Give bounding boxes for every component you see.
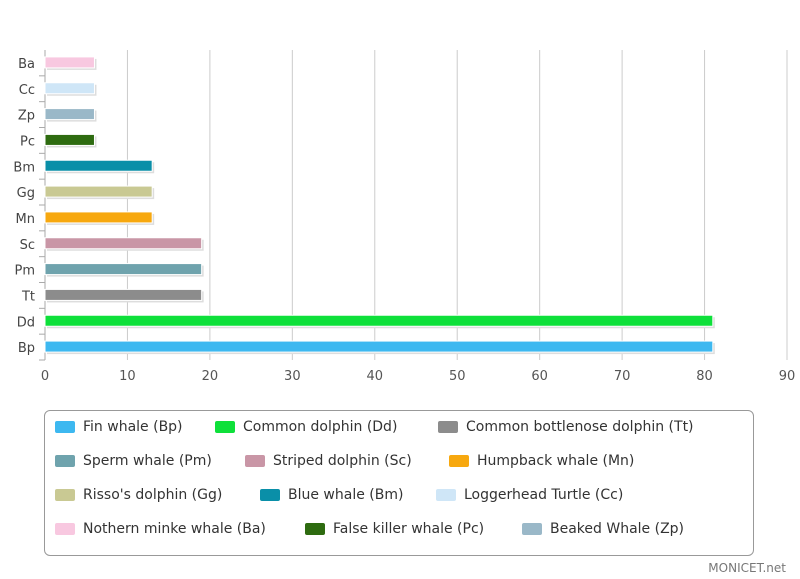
legend-item[interactable]: Common bottlenose dolphin (Tt) xyxy=(438,419,694,435)
bar-chart: 0 10 20 30 40 50 60 70 80 90 Ba Cc Zp Pc Bm Gg Mn Sc Pm Tt D… xyxy=(13,50,796,384)
y-tick-label: Bp xyxy=(18,341,35,356)
y-tick-label: Pc xyxy=(20,134,35,149)
legend-swatch xyxy=(522,523,542,535)
y-tick-label: Zp xyxy=(18,109,35,124)
bar-Dd xyxy=(44,314,714,327)
y-tick-label: Ba xyxy=(18,57,35,72)
legend-swatch xyxy=(55,523,75,535)
legend-item[interactable]: Sperm whale (Pm) xyxy=(55,453,212,469)
legend-item[interactable]: Fin whale (Bp) xyxy=(55,419,183,435)
legend-item[interactable]: Beaked Whale (Zp) xyxy=(522,521,684,537)
bar-Cc xyxy=(44,82,95,95)
legend-swatch xyxy=(449,455,469,467)
x-tick-label: 40 xyxy=(367,369,384,384)
legend-label: Common bottlenose dolphin (Tt) xyxy=(466,419,694,435)
legend-swatch xyxy=(436,489,456,501)
legend-item[interactable]: Striped dolphin (Sc) xyxy=(245,453,412,469)
legend-label: Nothern minke whale (Ba) xyxy=(83,521,266,537)
x-tick-label: 50 xyxy=(449,369,466,384)
legend-label: Loggerhead Turtle (Cc) xyxy=(464,487,624,503)
legend-item[interactable]: Nothern minke whale (Ba) xyxy=(55,521,266,537)
legend-label: Sperm whale (Pm) xyxy=(83,453,212,469)
y-tick-label: Mn xyxy=(16,212,35,227)
bar-Gg xyxy=(44,185,153,198)
legend-item[interactable]: Common dolphin (Dd) xyxy=(215,419,397,435)
bar-Mn xyxy=(44,211,153,224)
y-tick-label: Cc xyxy=(19,83,35,98)
x-tick-label: 60 xyxy=(531,369,548,384)
legend-label: Beaked Whale (Zp) xyxy=(550,521,685,537)
bar-Sc xyxy=(44,237,203,250)
bar-Pm xyxy=(44,263,203,276)
y-tick-label: Tt xyxy=(21,289,35,304)
legend-label: Blue whale (Bm) xyxy=(288,487,404,503)
x-tick-label: 30 xyxy=(284,369,301,384)
x-tick-label: 10 xyxy=(119,369,136,384)
bar-Ba xyxy=(44,56,95,69)
bar-Pc xyxy=(44,133,95,146)
legend-swatch xyxy=(215,421,235,433)
y-tick-label: Bm xyxy=(13,160,35,175)
legend-label: Striped dolphin (Sc) xyxy=(273,453,412,469)
x-tick-label: 90 xyxy=(779,369,796,384)
y-tick-label: Gg xyxy=(17,186,35,201)
legend-swatch xyxy=(55,455,75,467)
legend-swatch xyxy=(55,421,75,433)
x-tick-label: 20 xyxy=(202,369,219,384)
bar-Tt xyxy=(44,288,203,301)
x-tick-label: 80 xyxy=(696,369,713,384)
x-tick-label: 0 xyxy=(41,369,49,384)
legend-item[interactable]: Humpback whale (Mn) xyxy=(449,453,634,469)
y-tick-label: Dd xyxy=(17,315,35,330)
legend-swatch xyxy=(55,489,75,501)
bar-Bp xyxy=(44,340,714,353)
y-tick-label: Sc xyxy=(20,238,35,253)
bar-Bm xyxy=(44,159,153,172)
y-tick-label: Pm xyxy=(14,264,35,279)
legend-label: Fin whale (Bp) xyxy=(83,419,183,435)
x-tick-label: 70 xyxy=(614,369,631,384)
legend-label: False killer whale (Pc) xyxy=(333,521,485,537)
legend-label: Risso's dolphin (Gg) xyxy=(83,487,223,503)
legend-item[interactable]: Loggerhead Turtle (Cc) xyxy=(436,487,623,503)
legend-item[interactable]: Blue whale (Bm) xyxy=(260,487,403,503)
legend-label: Humpback whale (Mn) xyxy=(477,453,635,469)
credit-link[interactable]: MONICET.net xyxy=(708,561,786,575)
legend-swatch xyxy=(245,455,265,467)
legend-item[interactable]: Risso's dolphin (Gg) xyxy=(55,487,222,503)
legend-swatch xyxy=(305,523,325,535)
legend-label: Common dolphin (Dd) xyxy=(243,419,398,435)
bar-Zp xyxy=(44,108,95,121)
legend: Fin whale (Bp) Common dolphin (Dd) Common … xyxy=(44,410,754,556)
legend-swatch xyxy=(438,421,458,433)
legend-item[interactable]: False killer whale (Pc) xyxy=(305,521,484,537)
legend-swatch xyxy=(260,489,280,501)
